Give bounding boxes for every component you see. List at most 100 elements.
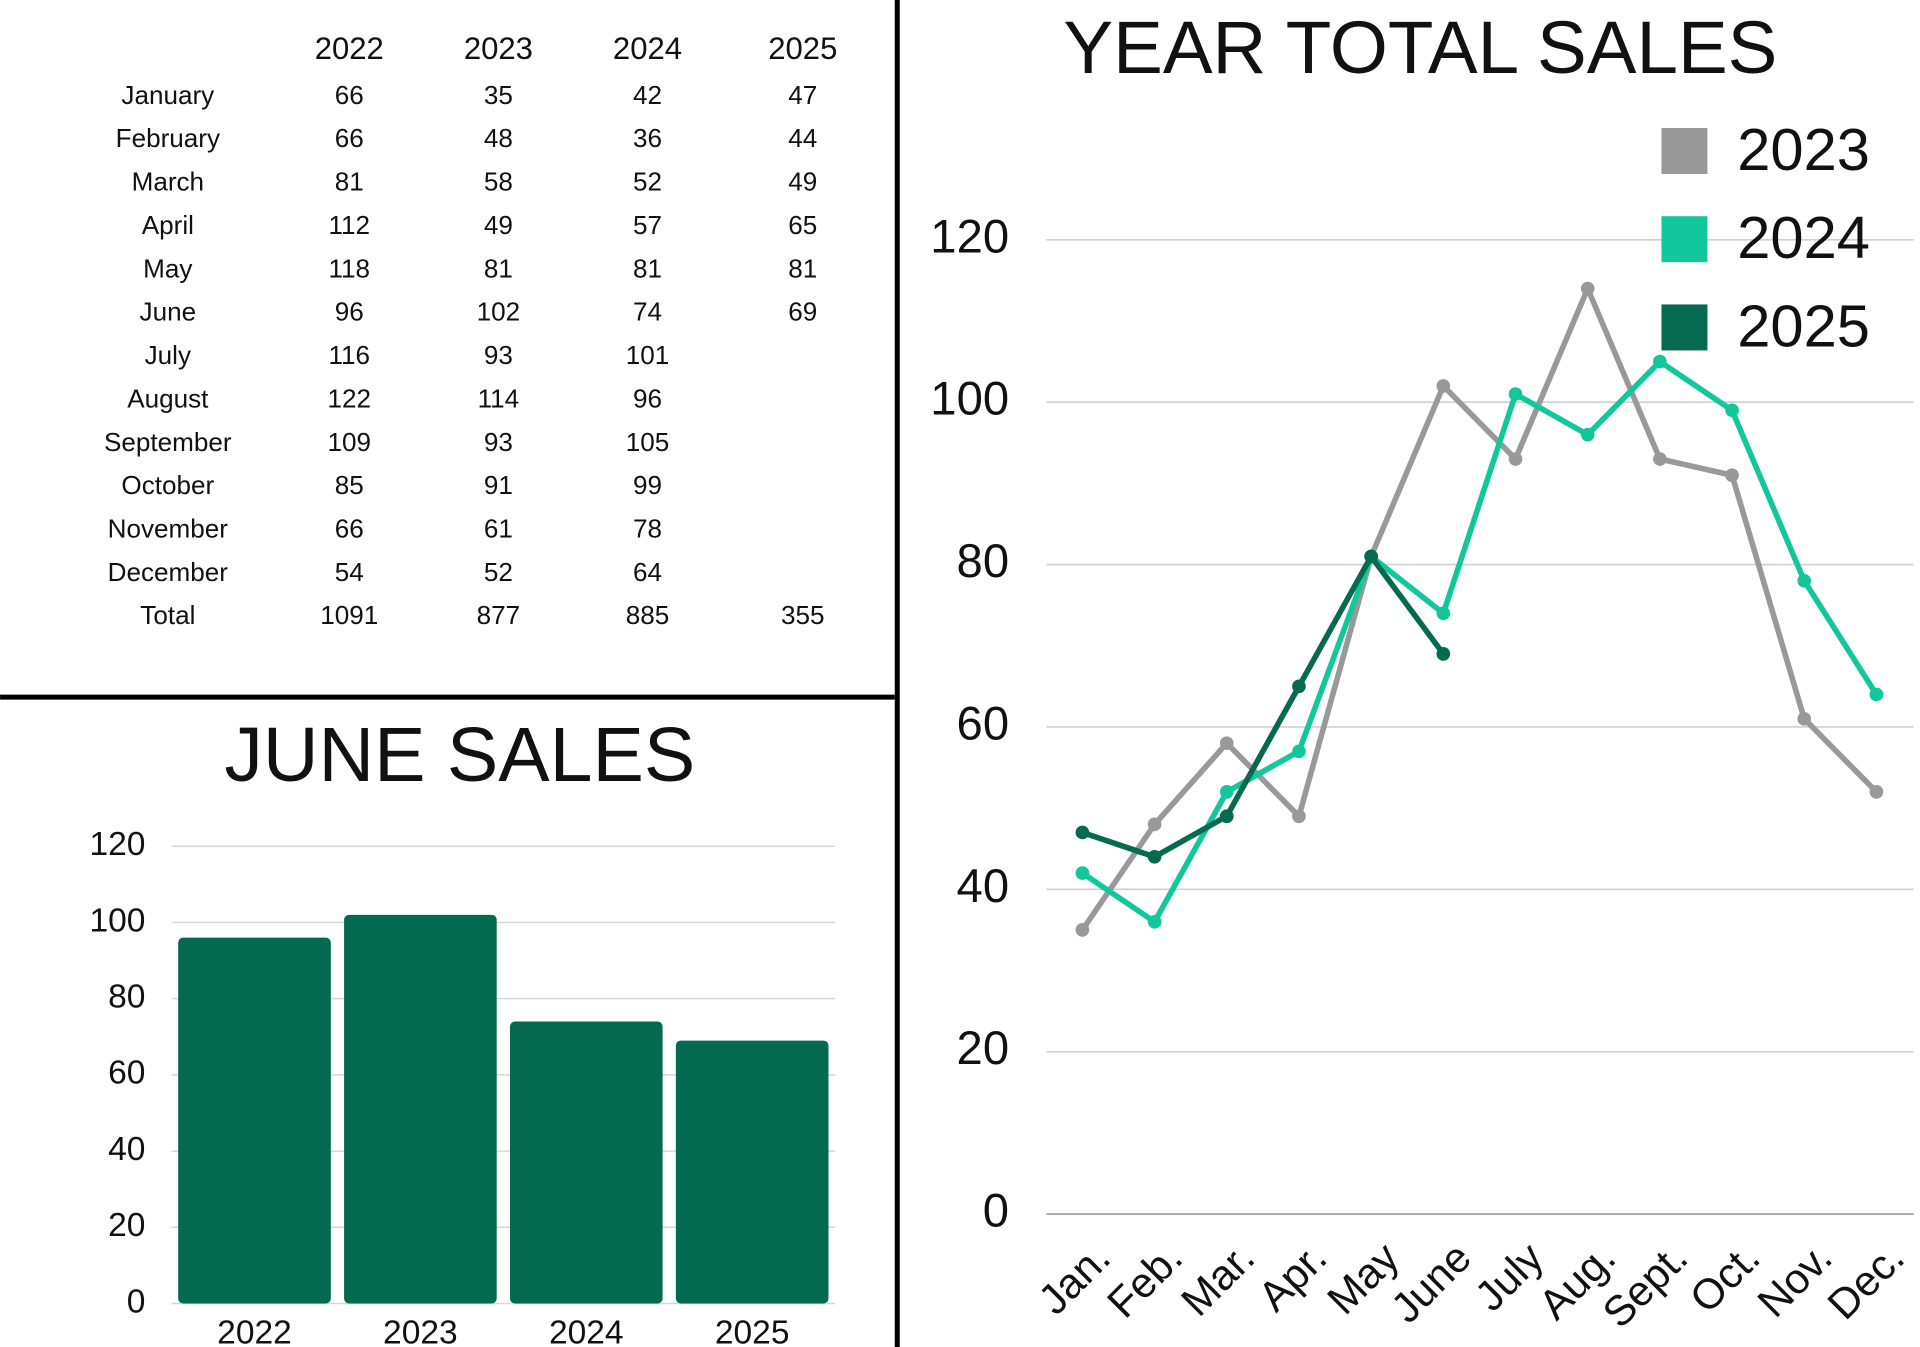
x-tick-label: 2025 <box>715 1314 790 1347</box>
table-cell: 1091 <box>320 600 378 630</box>
table-cell: 105 <box>626 427 670 457</box>
bar <box>344 914 497 1304</box>
table-header: 2023 <box>464 31 533 66</box>
row-label: February <box>116 123 220 153</box>
data-point <box>1219 785 1234 799</box>
data-point <box>1580 427 1595 442</box>
table-cell: 885 <box>626 600 670 630</box>
y-tick-label: 120 <box>930 210 1009 263</box>
table-cell: 66 <box>335 80 364 110</box>
data-point <box>1436 606 1451 621</box>
table-cell: 52 <box>633 167 662 197</box>
data-point <box>1219 809 1234 824</box>
data-point <box>1075 866 1090 880</box>
table-cell: 57 <box>633 210 662 240</box>
row-label: April <box>142 210 194 240</box>
row-label: March <box>132 167 204 197</box>
table-cell: 91 <box>484 470 513 500</box>
data-point <box>1508 387 1523 401</box>
table-cell: 48 <box>484 123 513 153</box>
data-point <box>1147 849 1162 864</box>
table-cell: 44 <box>788 123 817 153</box>
table-cell: 81 <box>633 253 662 283</box>
table-cell: 109 <box>327 427 371 457</box>
bar <box>178 937 331 1304</box>
y-tick-label: 60 <box>108 1055 145 1092</box>
x-tick-label: 2022 <box>217 1314 292 1347</box>
y-tick-label: 80 <box>108 979 145 1016</box>
legend-swatch <box>1661 216 1708 263</box>
data-point <box>1653 354 1667 369</box>
table-cell: 78 <box>633 513 662 543</box>
y-tick-label: 40 <box>957 860 1010 913</box>
table-cell: 85 <box>335 470 364 500</box>
data-point <box>1147 817 1162 832</box>
table-cell: 81 <box>788 253 817 283</box>
table-cell: 102 <box>477 297 521 327</box>
row-label: June <box>140 297 197 327</box>
legend-swatch <box>1661 127 1708 174</box>
row-label: January <box>121 80 214 110</box>
row-label: December <box>108 557 229 587</box>
table-cell: 116 <box>328 340 370 370</box>
x-tick-label: 2023 <box>383 1314 458 1347</box>
table-cell: 54 <box>335 557 364 587</box>
data-point <box>1653 452 1667 466</box>
table-cell: 58 <box>484 167 513 197</box>
data-point <box>1797 573 1812 588</box>
table-cell: 35 <box>484 80 513 110</box>
data-point <box>1075 923 1090 937</box>
table-cell: 47 <box>788 80 817 110</box>
table-header: 2022 <box>315 31 384 66</box>
y-tick-label: 120 <box>89 826 145 863</box>
row-label: November <box>108 513 229 543</box>
table-cell: 81 <box>335 167 364 197</box>
table-cell: 49 <box>788 167 817 197</box>
table-cell: 96 <box>335 297 364 327</box>
data-point <box>1292 809 1306 824</box>
row-label: Total <box>140 600 195 630</box>
legend-label: 2024 <box>1737 204 1870 271</box>
data-point <box>1725 403 1739 418</box>
row-label: July <box>145 340 191 370</box>
chart-title: JUNE SALES <box>224 712 695 798</box>
table-cell: 36 <box>633 123 662 153</box>
row-label: October <box>121 470 214 500</box>
series-line <box>1081 553 1446 860</box>
table-cell: 66 <box>335 123 364 153</box>
table-cell: 96 <box>633 383 662 413</box>
table-cell: 93 <box>484 340 513 370</box>
data-point <box>1725 468 1739 483</box>
table-cell: 81 <box>484 253 513 283</box>
bar <box>509 1021 663 1304</box>
table-cell: 112 <box>328 210 370 240</box>
y-tick-label: 20 <box>108 1207 145 1244</box>
data-point <box>1292 744 1306 759</box>
legend-label: 2023 <box>1737 116 1870 183</box>
y-tick-label: 0 <box>983 1185 1009 1238</box>
table-cell: 99 <box>633 470 662 500</box>
y-tick-label: 20 <box>957 1022 1010 1075</box>
table-cell: 74 <box>633 297 662 327</box>
table-cell: 52 <box>484 557 513 587</box>
table-cell: 69 <box>788 297 817 327</box>
bar <box>675 1040 829 1304</box>
y-tick-label: 0 <box>127 1283 146 1320</box>
data-point <box>1075 825 1090 840</box>
y-tick-label: 100 <box>89 902 145 939</box>
data-point <box>1436 647 1451 661</box>
table-cell: 49 <box>484 210 513 240</box>
table-cell: 61 <box>484 513 513 543</box>
data-point <box>1580 281 1595 296</box>
table-cell: 64 <box>633 557 662 587</box>
series-line <box>1080 358 1879 925</box>
table-cell: 42 <box>633 80 662 110</box>
data-point <box>1869 687 1884 702</box>
y-tick-label: 40 <box>108 1131 145 1168</box>
data-point <box>1292 679 1306 694</box>
legend-swatch <box>1661 304 1708 351</box>
table-cell: 122 <box>327 383 371 413</box>
table-cell: 118 <box>328 253 370 283</box>
row-label: August <box>127 383 209 413</box>
